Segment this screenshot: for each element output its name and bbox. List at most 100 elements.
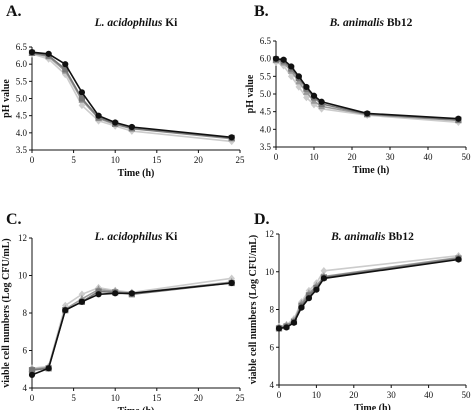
data-point xyxy=(28,371,36,378)
x-tick-label: 0 xyxy=(274,152,279,162)
y-tick-label: 4.5 xyxy=(260,107,272,117)
y-tick-label: 6.0 xyxy=(16,59,28,69)
y-tick-label: 5.0 xyxy=(16,94,28,104)
data-point xyxy=(128,290,135,297)
y-tick-label: 5.0 xyxy=(260,89,272,99)
x-tick-label: 0 xyxy=(30,155,35,165)
panel-c: C. L. acidophilus Ki 4 6 8 10 12 0 5 10 15 20 25 Time… xyxy=(1,211,245,410)
panel-title: L. acidophilus Ki xyxy=(94,17,179,29)
data-point xyxy=(78,101,86,110)
series-line xyxy=(278,254,459,328)
data-point xyxy=(295,83,303,91)
data-point xyxy=(78,95,86,102)
y-tick-label: 10 xyxy=(265,267,275,277)
panel-b: B. B. animalis Bb12 3.5 4.0 4.5 5.0 5.5 6.0 6.5 0… xyxy=(245,3,471,176)
data-point xyxy=(95,291,102,298)
data-point xyxy=(95,112,102,119)
x-axis-title: Time (h) xyxy=(353,165,390,176)
data-point xyxy=(283,324,290,331)
data-point xyxy=(78,298,86,305)
y-tick-label: 12 xyxy=(265,229,274,239)
y-tick-label: 10 xyxy=(18,271,28,281)
title-species: L. acidophilus xyxy=(94,231,163,243)
data-point xyxy=(112,290,119,297)
x-tick-label: 0 xyxy=(30,393,35,403)
x-tick-label: 30 xyxy=(386,152,396,162)
x-tick-label: 10 xyxy=(310,152,320,162)
panel-title: B. animalis Bb12 xyxy=(329,17,413,29)
y-tick-label: 6.5 xyxy=(260,36,272,46)
x-tick-label: 20 xyxy=(349,390,359,400)
title-strain: Ki xyxy=(162,231,178,243)
y-tick-label: 4.0 xyxy=(260,124,272,134)
title-strain: Ki xyxy=(162,17,178,29)
y-tick-label: 6.5 xyxy=(16,42,28,52)
data-point xyxy=(364,110,371,117)
panel-d: D. B. animalis Bb12 4 6 8 10 12 0 10 20 30 40 50 Time… xyxy=(248,211,471,410)
x-tick-label: 0 xyxy=(277,390,282,400)
y-tick-label: 4.0 xyxy=(16,128,28,138)
data-point xyxy=(320,275,327,282)
x-tick-label: 15 xyxy=(152,155,162,165)
series-1 xyxy=(28,279,235,378)
x-tick-label: 50 xyxy=(462,390,472,400)
y-tick-label: 6 xyxy=(270,342,275,352)
x-tick-label: 20 xyxy=(194,393,204,403)
data-point xyxy=(45,365,52,372)
panel-letter: D. xyxy=(254,211,270,228)
data-point xyxy=(287,72,295,81)
data-point xyxy=(78,89,86,96)
data-point xyxy=(62,307,69,314)
data-point xyxy=(288,63,295,70)
data-point xyxy=(455,256,462,263)
y-axis-title: viable cell numbers (Log CFU/mL) xyxy=(248,235,259,384)
x-tick-label: 10 xyxy=(312,390,322,400)
data-point xyxy=(298,304,305,311)
title-species: B. animalis xyxy=(330,231,386,243)
y-axis-title: viable cell numbers (Log CFU/mL) xyxy=(1,238,12,387)
title-strain: Bb12 xyxy=(385,231,414,243)
x-axis-title: Time (h) xyxy=(118,168,155,179)
data-point xyxy=(280,56,287,63)
data-point xyxy=(318,98,325,105)
y-tick-label: 12 xyxy=(18,233,27,243)
x-tick-label: 25 xyxy=(236,155,246,165)
data-point xyxy=(62,61,69,68)
data-point xyxy=(295,73,302,80)
data-point xyxy=(28,49,36,56)
data-point xyxy=(303,93,310,102)
x-tick-label: 25 xyxy=(236,393,246,403)
panel-letter: B. xyxy=(254,3,269,20)
series-1 xyxy=(275,256,462,332)
data-point xyxy=(228,134,235,141)
y-tick-label: 8 xyxy=(270,305,275,315)
y-tick-label: 6.0 xyxy=(260,54,272,64)
y-tick-label: 8 xyxy=(23,308,28,318)
x-tick-label: 5 xyxy=(71,155,76,165)
x-tick-label: 40 xyxy=(424,152,434,162)
x-tick-label: 50 xyxy=(462,152,472,162)
x-tick-label: 40 xyxy=(424,390,434,400)
x-axis-title: Time (h) xyxy=(118,406,155,410)
data-point xyxy=(290,319,298,326)
y-tick-label: 4.5 xyxy=(16,111,28,121)
x-axis-title: Time (h) xyxy=(354,403,391,410)
series-1 xyxy=(28,49,235,141)
series-4 xyxy=(275,251,462,331)
data-point xyxy=(128,123,135,131)
data-point xyxy=(112,119,119,126)
x-tick-label: 5 xyxy=(71,393,76,403)
data-point xyxy=(272,55,280,62)
data-point xyxy=(228,279,235,287)
data-point xyxy=(305,295,313,302)
x-tick-label: 10 xyxy=(111,155,121,165)
x-tick-label: 20 xyxy=(348,152,358,162)
data-point xyxy=(303,83,310,91)
data-point xyxy=(313,286,320,293)
series-2 xyxy=(275,255,462,332)
data-point xyxy=(310,92,318,99)
panel-letter: A. xyxy=(6,3,22,20)
y-tick-label: 4 xyxy=(23,383,28,393)
title-species: L. acidophilus xyxy=(94,17,163,29)
